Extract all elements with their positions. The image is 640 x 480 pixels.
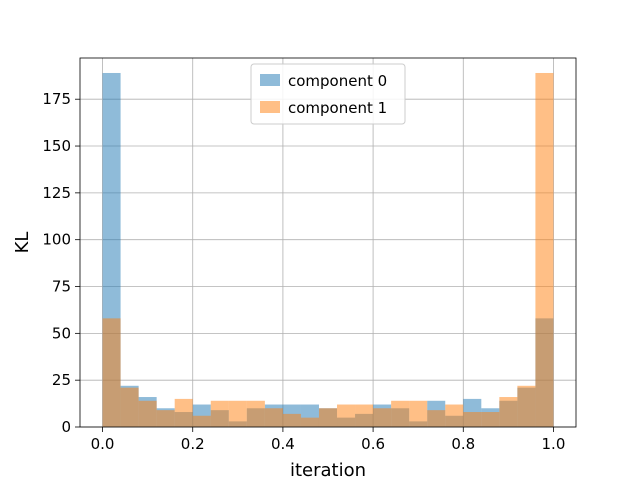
- bar-series-1: [409, 400, 428, 427]
- bars-layer: [102, 72, 554, 427]
- x-tick-label: 0.0: [91, 435, 115, 453]
- bar-series-1: [138, 400, 157, 427]
- bar-series-1: [535, 72, 554, 427]
- x-tick-label: 0.6: [361, 435, 385, 453]
- bar-series-1: [156, 410, 175, 427]
- y-tick-label: 150: [42, 137, 71, 155]
- bar-series-1: [337, 404, 356, 427]
- bar-series-1: [174, 398, 193, 427]
- bar-series-1: [391, 400, 410, 427]
- bar-series-1: [355, 404, 374, 427]
- y-tick-label: 0: [61, 418, 71, 436]
- y-axis-label: KL: [12, 232, 33, 254]
- y-tick-label: 75: [52, 278, 71, 296]
- x-tick-label: 0.8: [451, 435, 475, 453]
- bar-series-1: [282, 413, 301, 427]
- bar-series-1: [102, 318, 121, 427]
- y-tick-label: 25: [52, 371, 71, 389]
- x-tick-label: 1.0: [542, 435, 566, 453]
- x-tick-label: 0.2: [181, 435, 205, 453]
- legend-box: [250, 63, 406, 125]
- bar-series-1: [373, 408, 392, 427]
- bar-series-1: [246, 400, 265, 427]
- legend: component 0 component 1: [250, 63, 406, 125]
- bar-series-1: [481, 412, 500, 427]
- plot-frame: [79, 57, 577, 428]
- bar-series-1: [445, 404, 464, 427]
- bar-series-1: [318, 408, 338, 427]
- x-axis-label: iteration: [290, 460, 366, 480]
- y-tick-label: 125: [42, 184, 71, 202]
- bar-series-1: [210, 400, 229, 427]
- y-tick-label: 50: [52, 324, 71, 342]
- bar-series-1: [499, 397, 518, 427]
- legend-label-0: component 0: [288, 72, 387, 90]
- y-tick-label: 100: [42, 231, 71, 249]
- bar-series-1: [264, 408, 283, 427]
- bar-series-1: [427, 410, 446, 427]
- bar-series-1: [120, 387, 139, 427]
- legend-swatch-0: [260, 74, 280, 86]
- tick-labels: 0.0 0.2 0.4 0.6 0.8 1.0 0 25 50 75 100 125 150 175: [42, 90, 565, 453]
- bar-series-1: [300, 417, 319, 427]
- x-tick-label: 0.4: [271, 435, 295, 453]
- bar-series-1: [228, 400, 247, 427]
- axes-frame: [79, 57, 577, 428]
- y-tick-label: 175: [42, 90, 71, 108]
- legend-swatch-1: [260, 101, 280, 113]
- bar-series-1: [463, 412, 482, 427]
- bar-series-1: [192, 415, 211, 427]
- bar-series-1: [517, 385, 536, 427]
- legend-label-1: component 1: [288, 99, 387, 117]
